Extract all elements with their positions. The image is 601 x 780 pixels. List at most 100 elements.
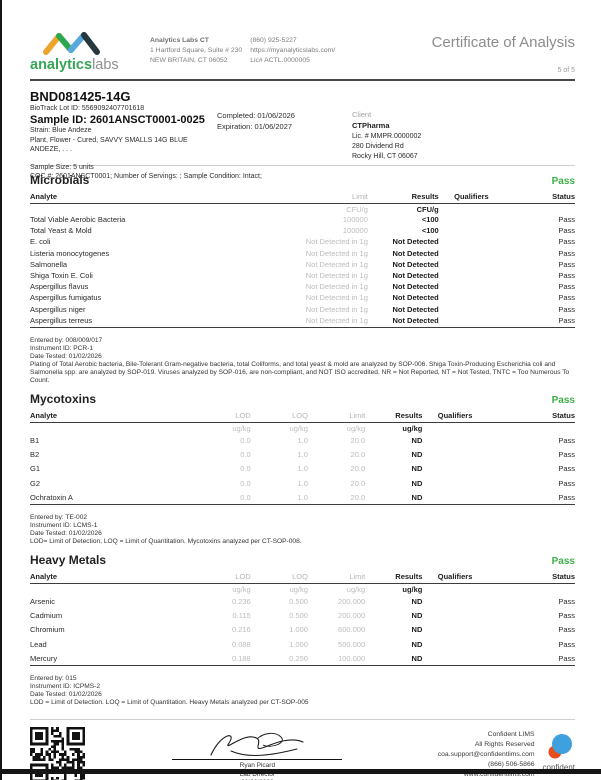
column-header: Status — [504, 191, 575, 204]
lab-address-line2: NEW BRITAIN, CT 06052 — [150, 57, 228, 65]
table-cell — [422, 623, 487, 637]
table-cell: 0.500 — [289, 611, 308, 621]
table-row: Total Viable Aerobic Bacteria 100000 <100 P… — [30, 214, 575, 225]
table-cell: 0.0 — [193, 490, 251, 506]
column-header: Results — [367, 191, 439, 204]
text-line: www.confidentlims.com — [463, 770, 535, 778]
table-cell: Not Detected in 1g — [305, 248, 368, 258]
table-row: Ochratoxin A 0.0 1.0 20.0 ND Pass — [30, 490, 575, 506]
microbials-footnote: Entered by: 008/009/017 Instrument ID: PC… — [30, 337, 575, 385]
lab-website: https://myanalyticslabs.com/ — [250, 47, 336, 55]
text-line: LOD = Limit of Detection. LOQ = Limit of… — [30, 699, 309, 707]
column-header: Status — [487, 410, 575, 424]
column-header: Results — [365, 571, 423, 585]
table-cell: 0.088 — [231, 639, 251, 649]
table-cell: Mercury — [30, 651, 194, 667]
table-row: B1 0.0 1.0 20.0 ND Pass — [30, 433, 575, 447]
table-cell: ND — [411, 436, 423, 446]
table-cell: 0.0 — [240, 436, 251, 446]
table-cell: 1.0 — [297, 450, 308, 460]
unit-cell — [488, 584, 575, 595]
lab-license: Lic# ACTL.0000005 — [250, 57, 310, 65]
text-line: coa.support@confidentlims.com — [437, 751, 535, 759]
table-cell: Cadmium — [30, 611, 63, 621]
title-block: Certificate of Analysis 5 of 5 — [432, 30, 575, 74]
unit-cell: ug/kg — [346, 424, 366, 434]
table-cell — [439, 270, 504, 281]
mycotoxins-footnote: Entered by: TE-002 Instrument ID: LCMS-1 D… — [30, 514, 575, 546]
column-header: Qualifiers — [422, 571, 488, 585]
table-row: Aspergillus niger Not Detected in 1g Not D… — [30, 304, 575, 315]
column-header: Limit — [307, 410, 366, 424]
table-cell: Not Detected — [392, 282, 439, 292]
table-cell: ND — [365, 651, 423, 667]
table-cell: 20.0 — [350, 450, 366, 460]
table-row: E. coli Not Detected in 1g Not Detected Pas… — [30, 236, 575, 247]
table-row: Arsenic 0.236 0.500 200.000 ND Pass — [30, 594, 575, 608]
lab-contact-block: (860) 925-5227 https://myanalyticslabs.c… — [250, 30, 335, 67]
table-cell: 600.000 — [338, 625, 366, 635]
dates-block: Completed: 01/06/2026 Expiration: 01/06/… — [217, 110, 295, 133]
table-cell: Arsenic — [30, 597, 56, 607]
table-cell: ND — [411, 639, 423, 649]
client-address2: Rocky Hill, CT 06067 — [352, 153, 418, 161]
column-header: LOQ — [250, 410, 308, 424]
table-cell: Not Detected in 1g — [248, 314, 368, 329]
table-cell: G2 — [30, 478, 41, 488]
table-cell: Pass — [558, 215, 575, 225]
batch-id: BND081425-14G — [30, 89, 131, 104]
table-cell: Shiga Toxin E. Coli — [30, 271, 93, 281]
table-cell: Not Detected in 1g — [305, 259, 368, 269]
unit-cell: ug/kg — [402, 424, 423, 434]
table-cell — [422, 448, 487, 462]
unit-cell: ug/kg — [232, 424, 251, 434]
unit-cell: ug/kg — [289, 585, 308, 595]
table-cell: Not Detected in 1g — [305, 237, 368, 247]
client-license: Lic. # MMPR.0000002 — [352, 132, 422, 140]
table-cell: Not Detected in 1g — [305, 282, 368, 292]
table-cell: Pass — [558, 304, 575, 314]
sample-size: Sample Size: 5 units — [30, 163, 94, 171]
table-cell — [439, 214, 504, 225]
table-cell: 1.0 — [297, 464, 308, 474]
client-address1: 280 Dividend Rd — [352, 142, 404, 150]
sample-size-coc: Sample Size: 5 units COC #: 2601ANSCT000… — [30, 163, 575, 182]
table-cell — [422, 651, 488, 667]
table-cell — [439, 225, 504, 236]
table-cell: Pass — [487, 651, 575, 667]
table-cell: 1.0 — [297, 436, 308, 446]
table-row: Aspergillus flavus Not Detected in 1g Not … — [30, 281, 575, 292]
table-cell: 0.0 — [240, 450, 251, 460]
table-cell — [422, 594, 487, 608]
table-cell: 0.0 — [240, 464, 251, 474]
table-cell: ND — [365, 490, 423, 506]
table-cell: 0.250 — [250, 651, 308, 667]
table-cell: 0.216 — [231, 625, 251, 635]
table-cell: 1.000 — [289, 639, 308, 649]
document-header: analyticslabs Analytics Labs CT 1 Hartfo… — [30, 0, 575, 74]
table-row: Shiga Toxin E. Coli Not Detected in 1g Not… — [30, 270, 575, 281]
table-cell: Pass — [558, 248, 575, 258]
table-cell: Listeria monocytogenes — [30, 248, 110, 258]
logo-word-labs: labs — [92, 57, 119, 73]
unit-cell: ug/kg — [232, 585, 251, 595]
unit-cell — [422, 584, 487, 595]
table-cell: 1.000 — [289, 625, 308, 635]
table-cell — [439, 292, 504, 303]
table-row: Mercury 0.188 0.250 100.000 ND Pass — [30, 651, 575, 667]
confident-contact: Confident LIMS All Rights Reserved coa.sup… — [438, 727, 535, 779]
table-cell — [422, 433, 487, 447]
signatory-name: Ryan Picard — [239, 762, 276, 770]
table-cell — [439, 281, 504, 292]
column-header: LOD — [193, 410, 251, 424]
table-cell: 0.500 — [289, 597, 308, 607]
text-line: Instrument ID: LCMS-1 — [30, 522, 98, 530]
table-cell: E. coli — [30, 237, 51, 247]
table-cell: B2 — [30, 450, 40, 460]
table-row: B2 0.0 1.0 20.0 ND Pass — [30, 448, 575, 462]
table-row: Aspergillus terreus Not Detected in 1g Not… — [30, 314, 575, 329]
column-header: LOD — [193, 571, 251, 585]
unit-cell: CFU/g — [346, 205, 368, 214]
table-cell: ND — [411, 464, 423, 474]
